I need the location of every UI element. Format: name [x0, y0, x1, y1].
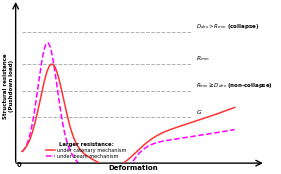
Text: 0: 0: [17, 163, 21, 168]
Text: $R_{min}{\geq}D_{des}$ (non-collapse): $R_{min}{\geq}D_{des}$ (non-collapse): [196, 81, 273, 90]
Text: $G$: $G$: [196, 108, 203, 116]
Text: $R_{min}$: $R_{min}$: [196, 55, 210, 64]
Y-axis label: Structural resistance
(Pushdown load): Structural resistance (Pushdown load): [3, 53, 14, 118]
Legend: under catenary mechanism, under beam mechanism: under catenary mechanism, under beam mec…: [46, 142, 127, 159]
Text: $D_{des}{>}R_{min}$ (collapse): $D_{des}{>}R_{min}$ (collapse): [196, 22, 259, 31]
X-axis label: Deformation: Deformation: [109, 165, 158, 171]
